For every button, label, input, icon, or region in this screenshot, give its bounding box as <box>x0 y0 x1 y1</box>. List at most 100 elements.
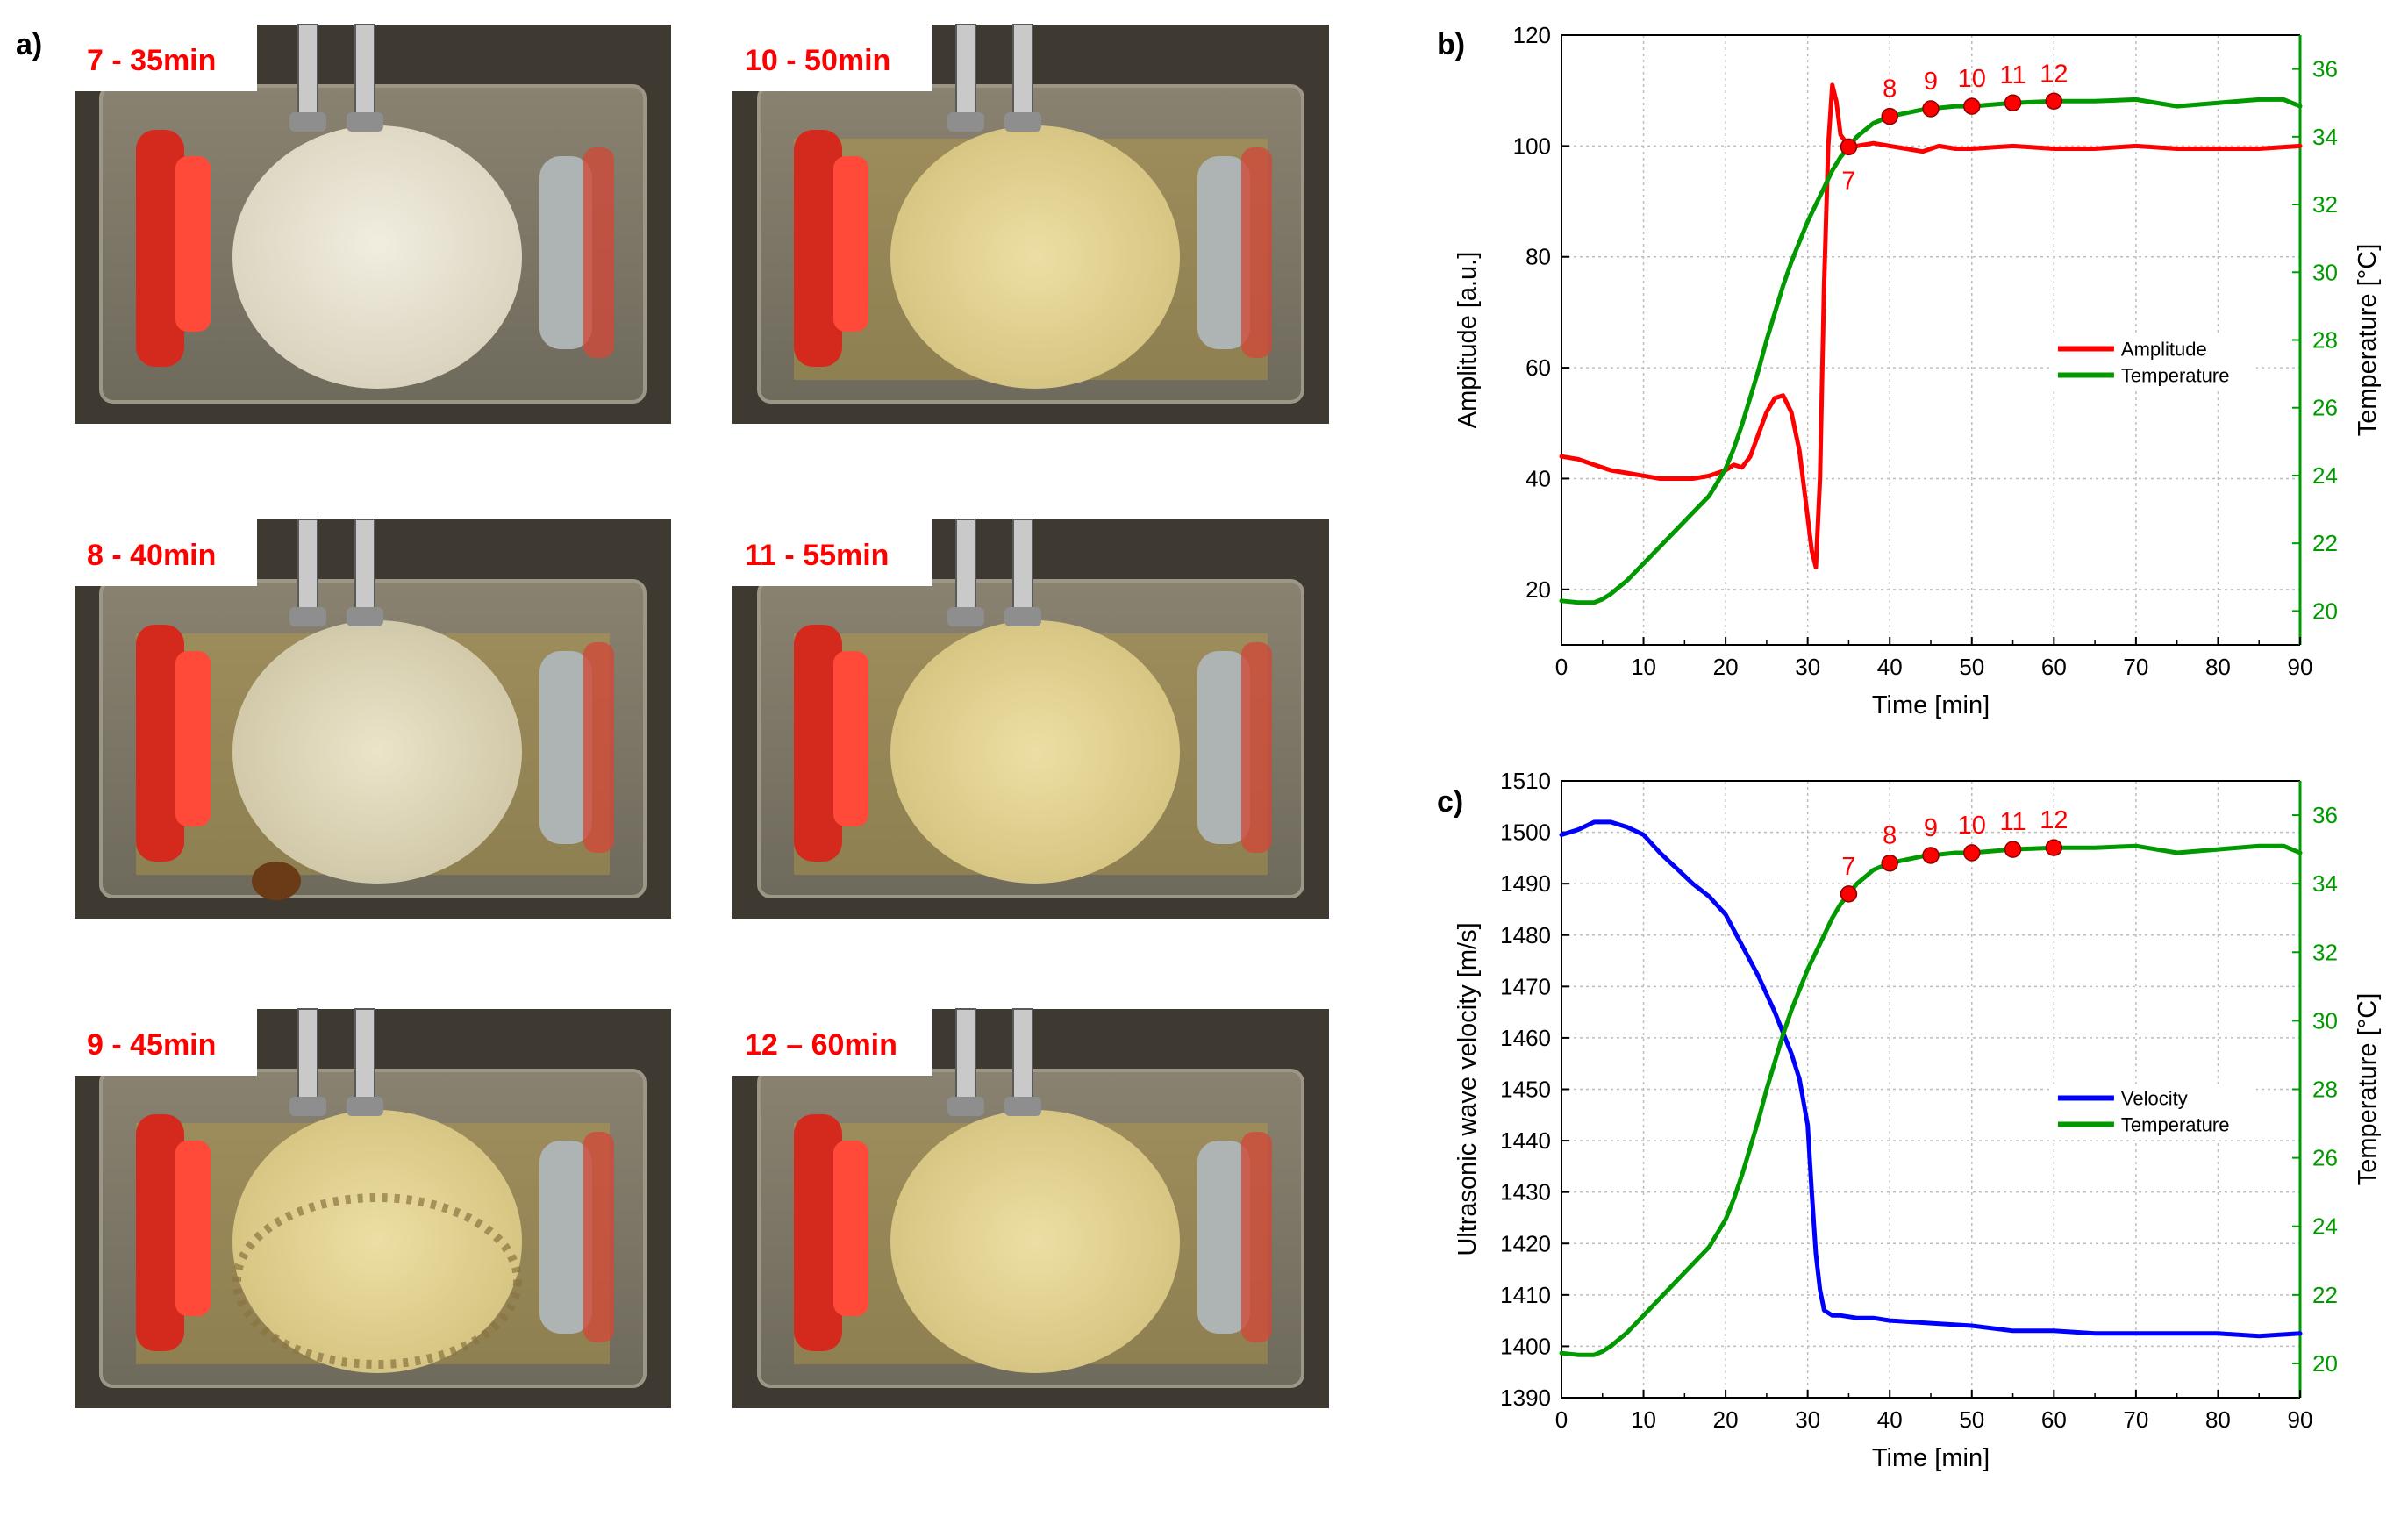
y2-tick-label: 36 <box>2312 56 2338 82</box>
red-transducer-face <box>833 651 868 826</box>
red-clamp-right <box>583 642 614 853</box>
x-tick-label: 10 <box>1631 654 1656 680</box>
tube-right-fitting <box>347 1097 383 1116</box>
red-transducer-face <box>175 651 211 826</box>
stage-marker <box>2045 92 2063 111</box>
grey-receiver <box>539 156 592 349</box>
stage-marker <box>2004 94 2022 111</box>
tube-left <box>955 24 976 122</box>
legend-box <box>2052 1084 2256 1141</box>
tube-right-fitting <box>1004 1097 1041 1116</box>
x-tick-label: 40 <box>1877 1406 1903 1433</box>
y2-tick-label: 26 <box>2312 395 2338 421</box>
y-tick-label: 1460 <box>1500 1025 1551 1051</box>
x-tick-label: 80 <box>2205 1406 2231 1433</box>
y2-axis-title: Temperature [°C] <box>2354 993 2382 1186</box>
tube-left-fitting <box>289 112 326 132</box>
legend-box <box>2052 334 2256 391</box>
tube-right <box>1012 1008 1033 1106</box>
legend-label-temperature: Temperature <box>2121 1114 2230 1136</box>
y2-tick-label: 22 <box>2312 1282 2338 1308</box>
stage-marker-label: 9 <box>1924 68 1938 96</box>
y-axis-title: Ultrasonic wave velocity [m/s] <box>1454 922 1482 1256</box>
gel-sample <box>232 620 522 884</box>
y-tick-label: 1480 <box>1500 922 1551 948</box>
grey-receiver <box>1197 156 1250 349</box>
grey-receiver <box>539 1141 592 1334</box>
tube-right <box>354 1008 375 1106</box>
y2-tick-label: 28 <box>2312 1077 2338 1103</box>
stage-marker <box>1963 97 1981 115</box>
gel-sample <box>232 1110 522 1373</box>
tube-right-fitting <box>347 112 383 132</box>
red-transducer <box>136 625 184 862</box>
y-tick-label: 1510 <box>1500 768 1551 794</box>
legend-label-temperature: Temperature <box>2121 365 2230 387</box>
caption-box <box>75 1009 257 1076</box>
gel-sample <box>890 125 1180 389</box>
y-tick-label: 1420 <box>1500 1230 1551 1256</box>
y2-tick-label: 30 <box>2312 1007 2338 1034</box>
y-axis-title: Amplitude [a.u.] <box>1454 252 1482 429</box>
y-tick-label: 80 <box>1526 244 1551 270</box>
y-tick-label: 120 <box>1513 22 1551 48</box>
red-clamp-right <box>1241 147 1272 358</box>
photo-caption: 11 - 55min <box>745 539 889 572</box>
x-tick-label: 70 <box>2123 1406 2148 1433</box>
tube-right <box>1012 519 1033 617</box>
y2-tick-label: 30 <box>2312 259 2338 285</box>
y-tick-label: 1430 <box>1500 1179 1551 1206</box>
stage-marker-label: 7 <box>1841 853 1855 881</box>
photo-caption: 12 – 60min <box>745 1028 897 1062</box>
red-transducer <box>794 625 842 862</box>
panel-label-c: c) <box>1437 785 1463 819</box>
tube-left-fitting <box>289 1097 326 1116</box>
y2-tick-label: 34 <box>2312 124 2338 150</box>
amplitude-temperature-chart: 0 10 20 30 40 50 60 70 80 90 20 40 60 80 100 120 20 22 24 2… <box>1454 22 2382 719</box>
tube-right <box>1012 24 1033 122</box>
y-tick-label: 100 <box>1513 132 1551 159</box>
x-tick-label: 20 <box>1713 1406 1739 1433</box>
x-tick-label: 10 <box>1631 1406 1656 1433</box>
y2-tick-label: 28 <box>2312 327 2338 354</box>
red-transducer-face <box>175 156 211 332</box>
photo-caption: 9 - 45min <box>87 1028 216 1062</box>
x-tick-label: 30 <box>1795 1406 1820 1433</box>
x-tick-label: 80 <box>2205 654 2231 680</box>
photo: 7 - 35min <box>75 24 671 424</box>
brown-deposit <box>252 862 301 900</box>
panel-label-b: b) <box>1437 28 1465 61</box>
y2-tick-label: 24 <box>2312 1213 2338 1240</box>
tube-left-fitting <box>947 1097 984 1116</box>
series-line-velocity <box>1559 819 2303 1339</box>
y-tick-label: 20 <box>1526 576 1551 603</box>
stage-marker-label: 9 <box>1924 814 1938 842</box>
photo-caption: 8 - 40min <box>87 539 216 572</box>
stage-marker <box>1840 885 1858 903</box>
series-line-amplitude <box>1559 82 2303 569</box>
tube-left-fitting <box>947 112 984 132</box>
x-tick-label: 60 <box>2041 654 2067 680</box>
y-tick-label: 1450 <box>1500 1077 1551 1103</box>
stage-marker-label: 11 <box>2000 808 2026 836</box>
y-tick-label: 1490 <box>1500 870 1551 897</box>
stage-marker <box>1922 100 1940 118</box>
caption-box <box>75 25 257 91</box>
tube-left-fitting <box>289 607 326 626</box>
photo-grid: 7 - 35min 10 - 50min 8 - 40min 11 - 55min 9 … <box>75 24 1329 1408</box>
red-clamp-right <box>583 147 614 358</box>
stage-marker <box>2004 841 2022 858</box>
stage-marker <box>2045 839 2063 856</box>
stage-marker-label: 12 <box>2040 806 2068 834</box>
y2-tick-label: 20 <box>2312 597 2338 624</box>
y-tick-label: 1400 <box>1500 1333 1551 1359</box>
tube-left <box>955 1008 976 1106</box>
y-tick-label: 1440 <box>1500 1127 1551 1154</box>
x-tick-label: 30 <box>1795 654 1820 680</box>
stage-marker-label: 10 <box>1958 65 1986 93</box>
tube-right-fitting <box>1004 607 1041 626</box>
y2-axis-title: Temperature [°C] <box>2354 244 2382 437</box>
stage-marker <box>1881 107 1898 125</box>
red-clamp-right <box>583 1132 614 1342</box>
